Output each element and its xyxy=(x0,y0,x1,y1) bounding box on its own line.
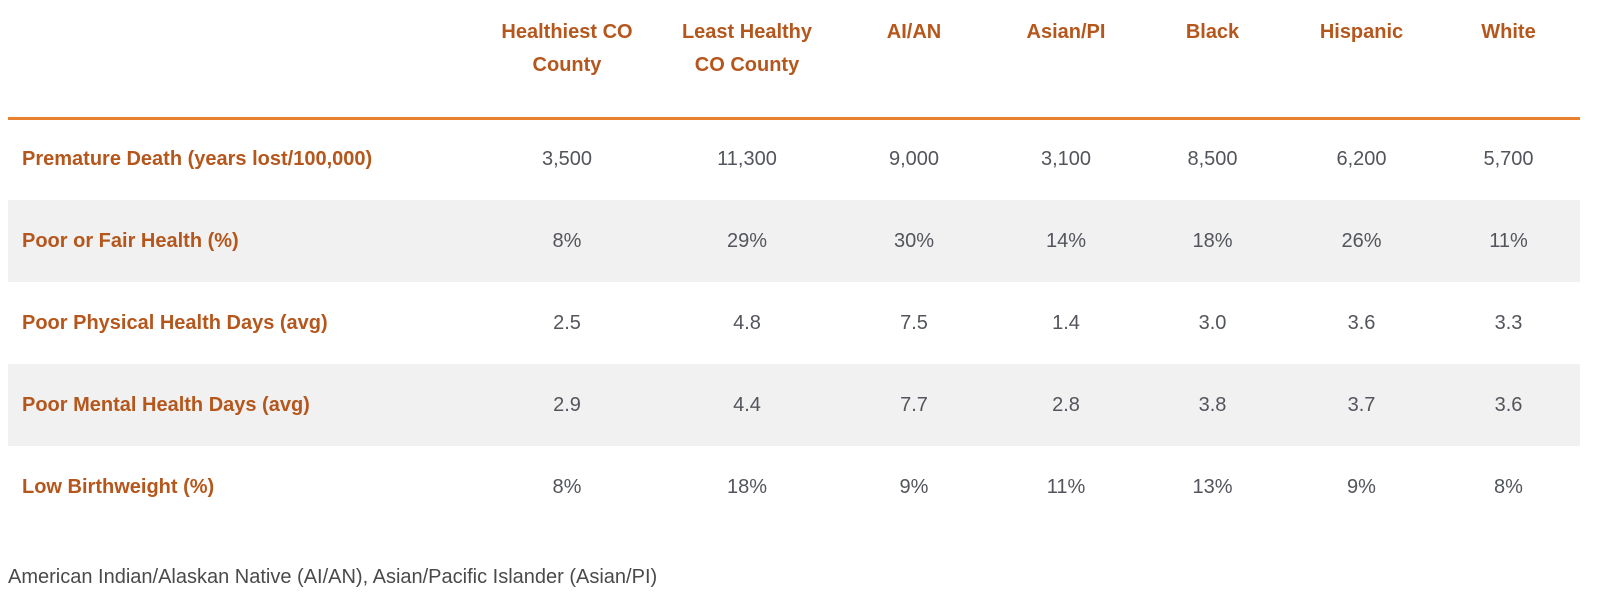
table-cell: 8% xyxy=(552,475,582,498)
table-cell: 11% xyxy=(1046,475,1086,498)
table-cell: 2.8 xyxy=(993,364,1139,446)
table-cell: 11% xyxy=(1437,200,1580,282)
table-cell: 11,300 xyxy=(717,148,777,171)
table-cell: 26% xyxy=(1286,200,1437,282)
table-cell: 3.3 xyxy=(1494,311,1523,334)
header-row: Healthiest CO County Least Healthy CO Co… xyxy=(8,0,1580,120)
col-header-metric xyxy=(8,0,475,120)
table-cell: 3.0 xyxy=(1198,311,1227,334)
table-cell: 18% xyxy=(1139,200,1286,282)
table-cell: 18% xyxy=(726,475,768,498)
table-cell: 1.4 xyxy=(1052,311,1080,334)
table-cell: 8% xyxy=(1494,475,1523,498)
table-cell: 7.7 xyxy=(835,364,993,446)
table-cell: 2.9 xyxy=(475,364,659,446)
table-cell: 8,500 xyxy=(1187,148,1238,171)
table-cell: 9% xyxy=(899,475,929,498)
table-cell: 30% xyxy=(835,200,993,282)
table-cell: 3,100 xyxy=(1040,148,1092,171)
table-cell: 3.6 xyxy=(1437,364,1580,446)
table-cell: 3.7 xyxy=(1286,364,1437,446)
table-cell: 8% xyxy=(475,200,659,282)
table-cell: 2.5 xyxy=(553,311,581,334)
abbreviation-footnote: American Indian/Alaskan Native (AI/AN), … xyxy=(8,566,658,588)
col-header-asian-pi: Asian/PI xyxy=(993,0,1139,120)
table-cell: 5,700 xyxy=(1483,148,1534,171)
table-cell: 29% xyxy=(659,200,835,282)
table-row-poor-mental-health-days: Poor Mental Health Days (avg) 2.9 4.4 7.… xyxy=(8,364,1580,446)
row-label: Poor Physical Health Days (avg) xyxy=(22,311,328,334)
table-row-poor-or-fair-health: Poor or Fair Health (%) 8% 29% 30% 14% 1… xyxy=(8,200,1580,282)
table-cell: 4.4 xyxy=(659,364,835,446)
col-header-least-healthy-co-county: Least Healthy CO County xyxy=(659,0,835,120)
col-header-white: White xyxy=(1437,0,1580,120)
table-cell: 6,200 xyxy=(1336,148,1387,171)
table-cell: 9,000 xyxy=(888,148,940,171)
table-cell: 4.8 xyxy=(733,311,761,334)
table-cell: 7.5 xyxy=(900,311,928,334)
col-header-hispanic: Hispanic xyxy=(1286,0,1437,120)
table-cell: 3.8 xyxy=(1139,364,1286,446)
table-cell: 9% xyxy=(1347,475,1376,498)
table-row-low-birthweight: Low Birthweight (%) 8% 18% 9% 11% 13% 9%… xyxy=(8,446,1580,528)
table-row-poor-physical-health-days: Poor Physical Health Days (avg) 2.5 4.8 … xyxy=(8,282,1580,364)
table-cell: 14% xyxy=(993,200,1139,282)
col-header-healthiest-co-county: Healthiest CO County xyxy=(475,0,659,120)
col-header-ai-an: AI/AN xyxy=(835,0,993,120)
health-comparison-table: Healthiest CO County Least Healthy CO Co… xyxy=(8,0,1580,528)
table-cell: 3.6 xyxy=(1347,311,1376,334)
row-label: Poor or Fair Health (%) xyxy=(8,200,475,282)
col-header-black: Black xyxy=(1139,0,1286,120)
table-cell: 3,500 xyxy=(541,148,593,171)
table-cell: 13% xyxy=(1192,475,1233,498)
row-label: Low Birthweight (%) xyxy=(22,475,215,498)
table-row-premature-death: Premature Death (years lost/100,000) 3,5… xyxy=(8,118,1580,200)
row-label: Poor Mental Health Days (avg) xyxy=(8,364,475,446)
row-label: Premature Death (years lost/100,000) xyxy=(22,148,373,171)
